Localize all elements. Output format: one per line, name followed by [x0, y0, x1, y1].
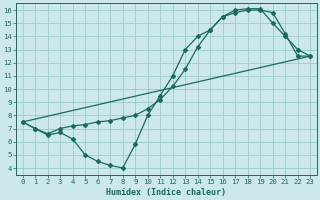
X-axis label: Humidex (Indice chaleur): Humidex (Indice chaleur) [107, 188, 227, 197]
